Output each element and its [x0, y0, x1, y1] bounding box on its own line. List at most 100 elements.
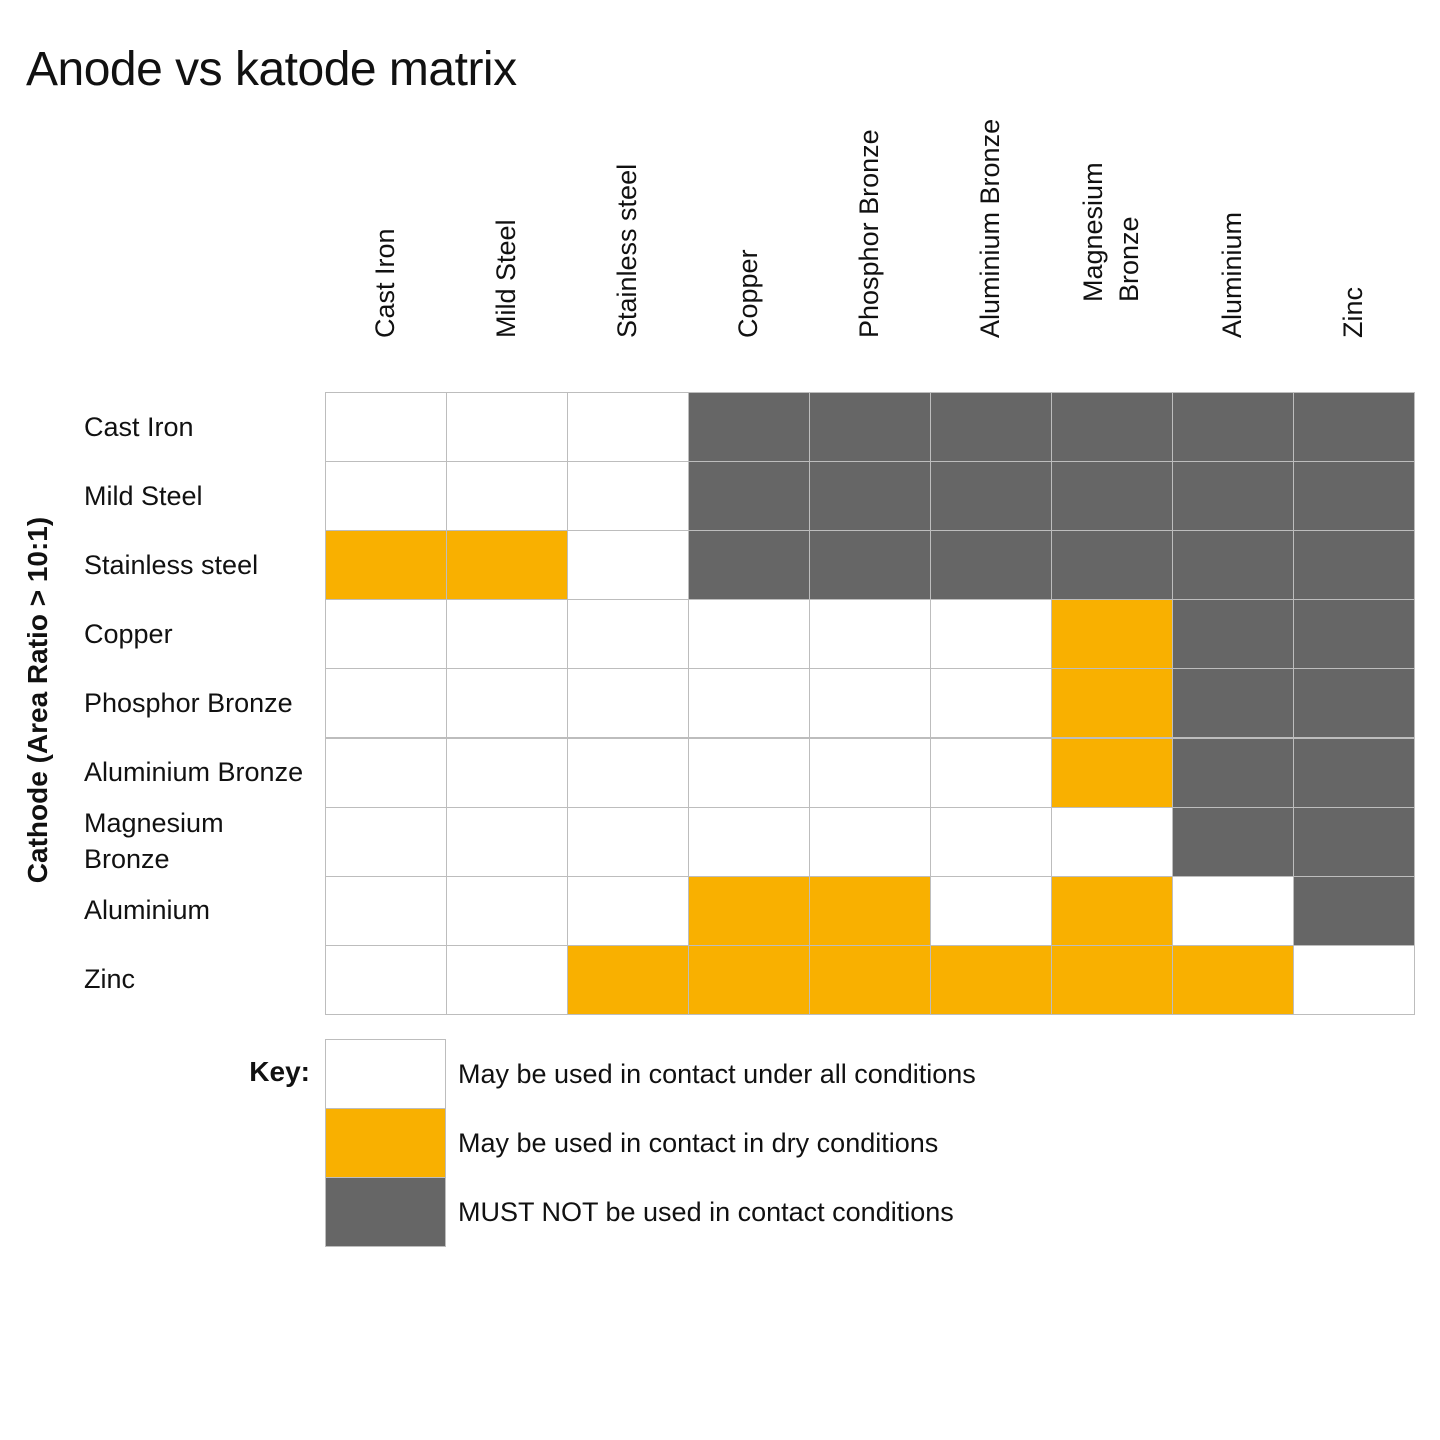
column-header-cast-iron: Cast Iron	[325, 140, 445, 374]
matrix-cell-r8-c2	[446, 875, 568, 946]
matrix-cell-r3-c5	[809, 530, 931, 601]
matrix-cell-r3-c2	[446, 530, 568, 601]
row-label-text: Zinc	[84, 964, 136, 995]
matrix-cell-r9-c7	[1051, 944, 1173, 1015]
row-label-magnesium-bronze: Magnesium Bronze	[84, 807, 324, 876]
matrix-cell-r2-c2	[446, 461, 568, 532]
column-header-label: Aluminium	[1217, 211, 1247, 338]
matrix-cell-r1-c4	[688, 392, 810, 463]
matrix-cell-r9-c6	[930, 944, 1052, 1015]
matrix-cell-r5-c3	[567, 668, 689, 739]
matrix-cell-r5-c7	[1051, 668, 1173, 739]
matrix-cell-r7-c6	[930, 806, 1052, 877]
matrix-cell-r1-c9	[1293, 392, 1415, 463]
column-header-label: Phosphor Bronze	[854, 129, 884, 338]
column-header-magnesium-bronze: Magnesium Bronze	[1051, 140, 1171, 374]
matrix-cell-r9-c8	[1172, 944, 1294, 1015]
key-swatch-all-conditions	[325, 1039, 446, 1109]
matrix-cell-r3-c8	[1172, 530, 1294, 601]
matrix-cell-r4-c9	[1293, 599, 1415, 670]
matrix-cell-r3-c6	[930, 530, 1052, 601]
matrix-cell-r7-c5	[809, 806, 931, 877]
row-label-text: Cast Iron	[84, 411, 194, 442]
matrix-cell-r8-c4	[688, 875, 810, 946]
column-header-stainless-steel: Stainless steel	[567, 140, 687, 374]
matrix-cell-r4-c3	[567, 599, 689, 670]
key-label-must-not: MUST NOT be used in contact conditions	[458, 1197, 954, 1227]
matrix-cell-r7-c7	[1051, 806, 1173, 877]
matrix-cell-r7-c8	[1172, 806, 1294, 877]
matrix-cell-r5-c9	[1293, 668, 1415, 739]
matrix-cell-r1-c5	[809, 392, 931, 463]
matrix-cell-r6-c4	[688, 737, 810, 808]
column-header-label: Stainless steel	[612, 163, 642, 338]
matrix-cell-r6-c5	[809, 737, 931, 808]
matrix-cell-r7-c9	[1293, 806, 1415, 877]
key-title: Key:	[249, 1056, 310, 1087]
matrix-cell-r6-c3	[567, 737, 689, 808]
matrix-cell-r2-c5	[809, 461, 931, 532]
matrix-cell-r2-c9	[1293, 461, 1415, 532]
row-label-text: Magnesium Bronze	[84, 808, 224, 875]
column-header-phosphor-bronze: Phosphor Bronze	[809, 129, 929, 374]
column-header-mild-steel: Mild Steel	[446, 140, 566, 374]
matrix-cell-r5-c5	[809, 668, 931, 739]
row-label-text: Stainless steel	[84, 549, 259, 580]
matrix-cell-r2-c6	[930, 461, 1052, 532]
matrix-cell-r9-c2	[446, 944, 568, 1015]
column-header-copper: Copper	[688, 140, 808, 374]
column-header-label: Magnesium Bronze	[1078, 162, 1144, 302]
matrix-cell-r6-c2	[446, 737, 568, 808]
matrix-cell-r5-c1	[325, 668, 447, 739]
matrix-cell-r6-c8	[1172, 737, 1294, 808]
row-label-mild-steel: Mild Steel	[84, 461, 324, 530]
column-header-label: Zinc	[1338, 286, 1368, 338]
key-swatch-dry-conditions	[325, 1108, 446, 1178]
matrix-cell-r4-c5	[809, 599, 931, 670]
matrix-cell-r9-c3	[567, 944, 689, 1015]
row-label-aluminium-bronze: Aluminium Bronze	[84, 738, 324, 807]
matrix-cell-r1-c7	[1051, 392, 1173, 463]
matrix-cell-r4-c6	[930, 599, 1052, 670]
matrix-cell-r1-c2	[446, 392, 568, 463]
matrix-cell-r4-c8	[1172, 599, 1294, 670]
matrix-cell-r8-c7	[1051, 875, 1173, 946]
matrix-cell-r5-c8	[1172, 668, 1294, 739]
matrix-cell-r4-c4	[688, 599, 810, 670]
matrix-cell-r5-c6	[930, 668, 1052, 739]
column-header-label: Copper	[733, 249, 763, 338]
matrix-cell-r1-c3	[567, 392, 689, 463]
matrix-cell-r1-c6	[930, 392, 1052, 463]
row-label-text: Copper	[84, 618, 173, 649]
matrix-cell-r8-c9	[1293, 875, 1415, 946]
matrix-cell-r9-c9	[1293, 944, 1415, 1015]
row-label-copper: Copper	[84, 599, 324, 668]
row-label-text: Mild Steel	[84, 480, 203, 511]
matrix-cell-r8-c3	[567, 875, 689, 946]
matrix-cell-r9-c4	[688, 944, 810, 1015]
column-header-label: Mild Steel	[491, 219, 521, 338]
column-header-aluminium-bronze: Aluminium Bronze	[930, 119, 1050, 374]
row-label-text: Aluminium	[84, 895, 211, 926]
page-title: Anode vs katode matrix	[26, 43, 517, 96]
row-label-phosphor-bronze: Phosphor Bronze	[84, 668, 324, 737]
matrix-cell-r8-c1	[325, 875, 447, 946]
matrix-cell-r3-c1	[325, 530, 447, 601]
row-label-text: Aluminium Bronze	[84, 757, 304, 788]
matrix-cell-r2-c1	[325, 461, 447, 532]
matrix-cell-r3-c9	[1293, 530, 1415, 601]
row-label-stainless-steel: Stainless steel	[84, 530, 324, 599]
matrix-cell-r5-c4	[688, 668, 810, 739]
matrix-cell-r8-c6	[930, 875, 1052, 946]
matrix-cell-r2-c3	[567, 461, 689, 532]
matrix-cell-r7-c2	[446, 806, 568, 877]
key-swatch-must-not	[325, 1177, 446, 1247]
matrix-cell-r6-c7	[1051, 737, 1173, 808]
matrix-cell-r4-c2	[446, 599, 568, 670]
y-axis-title: Cathode (Area Ratio > 10:1)	[22, 516, 53, 884]
matrix-cell-r4-c1	[325, 599, 447, 670]
column-header-label: Aluminium Bronze	[975, 118, 1005, 338]
matrix-cell-r3-c3	[567, 530, 689, 601]
row-label-zinc: Zinc	[84, 945, 324, 1014]
key-label-all-conditions: May be used in contact under all conditi…	[458, 1059, 976, 1089]
